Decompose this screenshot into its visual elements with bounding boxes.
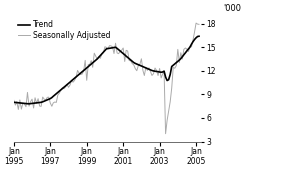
Text: '000: '000 xyxy=(223,4,241,13)
Legend: Trend, Seasonally Adjusted: Trend, Seasonally Adjusted xyxy=(18,20,111,41)
